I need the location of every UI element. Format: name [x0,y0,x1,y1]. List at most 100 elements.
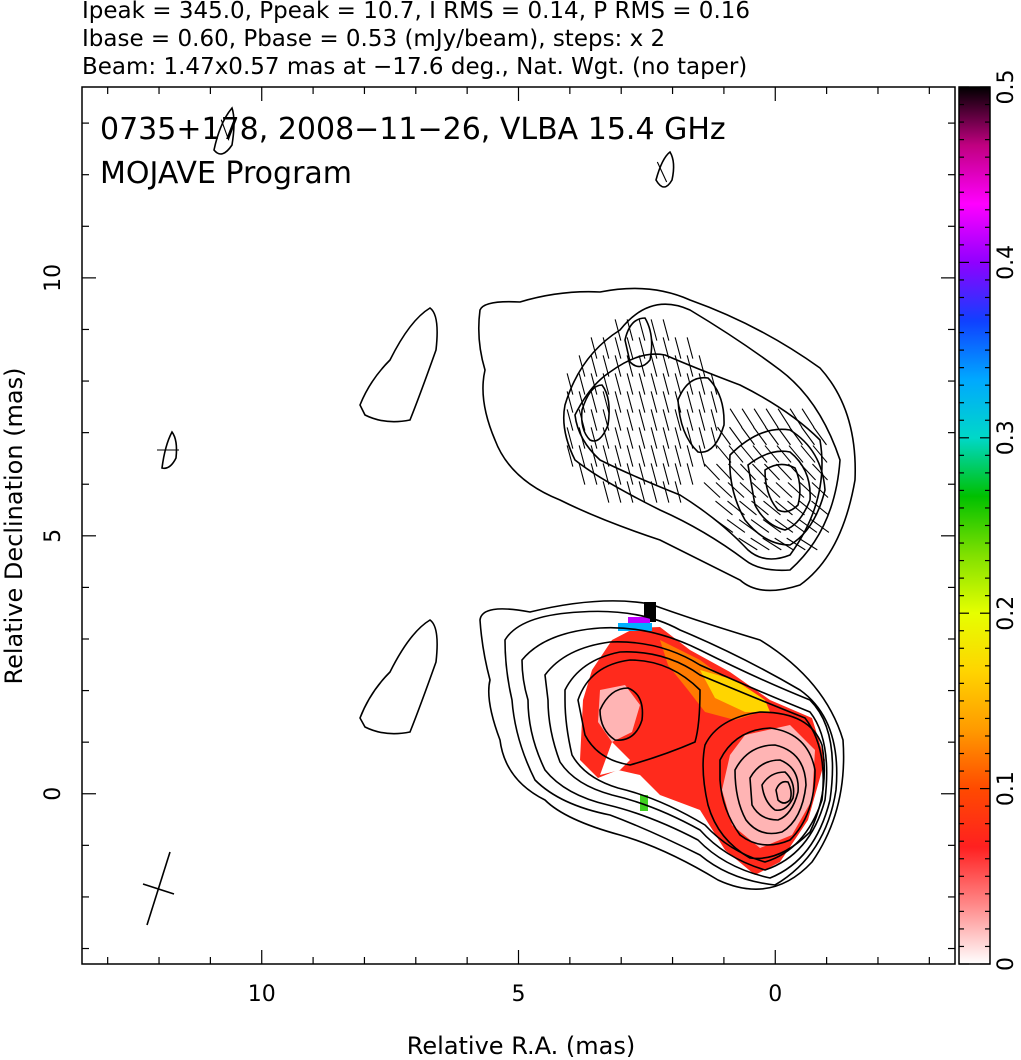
evpa-vector [650,391,658,413]
evpa-vector [650,409,658,431]
evpa-vector [626,409,634,431]
evpa-vector [662,319,670,341]
evpa-vector [566,445,574,467]
evpa-vector [662,463,670,485]
evpa-vector [626,481,634,503]
evpa-vector [762,537,782,551]
contour-inner-3 [521,626,834,879]
contour-jet-outer [478,287,857,592]
evpa-vector [740,463,756,481]
evpa-vector [662,445,670,467]
evpa-vector [638,409,646,431]
evpa-vector [788,463,804,481]
evpa-vector [638,373,646,395]
contour-jet-comp-b [677,376,725,454]
evpa-vector [590,463,598,485]
y-tick-label: 0 [41,787,66,801]
evpa-vector [614,391,622,413]
evpa-vector [812,463,828,481]
contour-core-4 [749,759,799,821]
evpa-vector [698,445,706,467]
evpa-vector [810,519,830,533]
contour-inner-6 [577,659,701,766]
contour-core-5 [761,771,795,812]
evpa-vector [614,481,622,503]
evpa-vector [727,500,745,516]
evpa-vector [650,355,658,377]
evpa-vector [602,373,610,395]
evpa-vector [638,319,646,341]
evpa-vector [775,482,793,498]
evpa-vector [220,119,230,141]
evpa-vector [765,408,779,428]
evpa-vector [650,481,658,503]
contour-core-2 [719,727,816,846]
evpa-vector [686,373,694,395]
contour-jet-5 [747,450,811,531]
evpa-vector [578,373,586,395]
evpa-vector [626,319,634,341]
y-axis-label: Relative Declination (mas) [0,367,28,684]
evpa-vector [789,426,803,446]
evpa-vector [626,445,634,467]
evpa-vector [686,391,694,413]
evpa-vector [662,373,670,395]
evpa-vector [662,481,670,503]
evpa-vector [614,355,622,377]
evpa-vector [638,463,646,485]
pol-gap-white [600,742,630,775]
contour-patch-top-right [655,150,675,188]
evpa-vector [774,537,794,551]
evpa-vector [799,500,817,516]
evpa-vector [764,463,780,481]
evpa-vector [729,426,743,446]
evpa-vector [662,391,670,413]
evpa-vector [777,426,791,446]
evpa-vector [714,519,734,533]
evpa-vector [662,427,670,449]
evpa-vector [602,337,610,359]
evpa-vector [602,445,610,467]
evpa-vector [650,337,658,359]
evpa-vector [638,355,646,377]
evpa-vector [703,482,721,498]
evpa-vector [777,408,791,428]
colorbar-tick-label: 0 [994,957,1019,971]
x-tick-label: 5 [512,982,526,1007]
evpa-vector [762,519,782,533]
evpa-vector [662,337,670,359]
evpa-vector [752,445,768,463]
contour-jet-2 [562,303,841,572]
evpa-vector [614,409,622,431]
evpa-vector [662,409,670,431]
contour-core-1 [702,711,826,860]
evpa-vector [590,373,598,395]
evpa-vector [704,463,720,481]
evpa-vector [715,500,733,516]
evpa-vector [727,482,745,498]
polarization-vectors [157,119,830,551]
evpa-vector [710,427,718,449]
evpa-vector [626,373,634,395]
pol-top-green [640,795,648,811]
evpa-vector [739,500,757,516]
evpa-vector [614,427,622,449]
evpa-vector [799,482,817,498]
evpa-vector [590,355,598,377]
evpa-vector [764,445,780,463]
evpa-vector [751,500,769,516]
evpa-vector [716,463,732,481]
evpa-vector [776,445,792,463]
evpa-vector [686,409,694,431]
evpa-vector [614,319,622,341]
evpa-vector [674,445,682,467]
colorbar-tick-label: 0.1 [994,771,1019,806]
evpa-vector [741,408,755,428]
contour-inner-1 [479,600,845,890]
evpa-vector [801,408,815,428]
evpa-vector [626,391,634,413]
evpa-vector [739,482,757,498]
beam-marker [142,851,175,926]
evpa-vector [728,445,744,463]
evpa-vector [626,355,634,377]
